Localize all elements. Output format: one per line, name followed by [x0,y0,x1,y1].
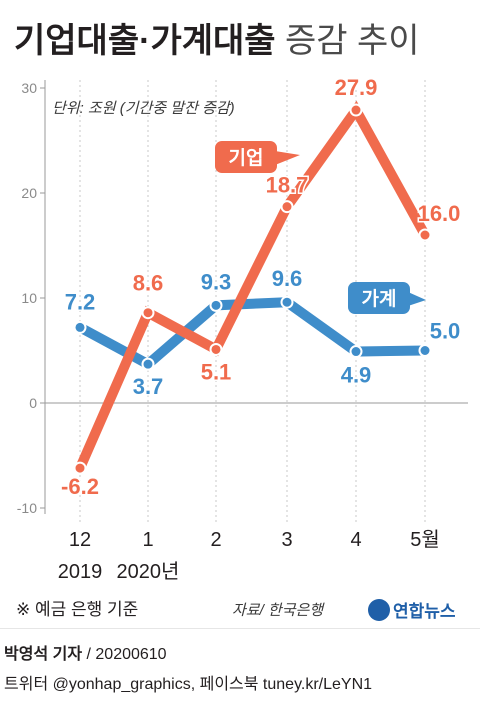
data-point [209,298,223,312]
social-line: 트위터 @yonhap_graphics, 페이스북 tuney.kr/LeYN… [4,676,373,693]
data-label: 8.6 [133,271,164,296]
y-tick-label: -10 [17,500,37,516]
data-point [141,357,155,371]
series-line [75,100,430,471]
reporter-line: 박영석 기자 / 20200610 [4,640,167,664]
data-point [280,200,294,214]
x-tick-label: 1 [142,529,153,551]
unit-note: 단위: 조원 (기간중 말잔 증감) [52,100,235,117]
data-label: 7.2 [65,289,96,314]
data-label: 18.7 [266,173,309,198]
footer-divider [0,628,480,629]
data-label: -6.2 [61,474,99,499]
x-year-label: 2019 [58,561,103,583]
data-label: 4.9 [341,363,372,388]
data-label: 9.3 [201,269,232,294]
data-point [73,320,87,334]
data-label: 27.9 [335,75,378,100]
x-tick-label: 2 [210,529,221,551]
logo-text: 연합뉴스 [393,601,456,621]
data-point [349,103,363,117]
x-tick-label: 4 [350,529,361,551]
y-tick-label: 0 [29,395,37,411]
data-label: 16.0 [418,201,461,226]
data-point [418,344,432,357]
data-point [349,345,363,359]
publish-date: / 20200610 [86,646,167,663]
y-tick-label: 10 [21,290,37,306]
data-point [209,342,223,356]
legend-badge [215,141,277,173]
data-point [141,306,155,320]
y-tick-label: 30 [21,80,37,96]
logo-mark [368,599,390,621]
data-point [73,461,87,475]
x-tick-label: 5월 [410,528,440,551]
x-tick-label: 3 [281,529,292,551]
data-point [280,295,294,309]
basis-note: ※ 예금 은행 기준 [16,600,138,619]
legend-badge-tail [408,292,426,306]
x-tick-label: 12 [69,529,91,551]
series-line [77,297,426,371]
reporter-name: 박영석 기자 [4,646,83,663]
chart-title: 기업대출·가계대출 증감 추이 [14,22,420,60]
legend-badge-tail [275,151,300,165]
y-tick-label: 20 [21,185,37,201]
legend-badge [348,282,410,314]
legend-label: 기업 [229,147,264,169]
data-label: 5.1 [201,359,232,384]
legend-label: 가계 [362,288,397,310]
data-label: 5.0 [430,319,461,344]
data-label: 9.6 [272,266,303,291]
data-point [418,228,432,242]
source-note: 자료/ 한국은행 [232,602,325,619]
credit-footer: 박영석 기자 / 20200610 트위터 @yonhap_graphics, … [0,628,480,705]
data-label: 3.7 [133,374,164,399]
x-year-label: 2020년 [117,560,180,583]
